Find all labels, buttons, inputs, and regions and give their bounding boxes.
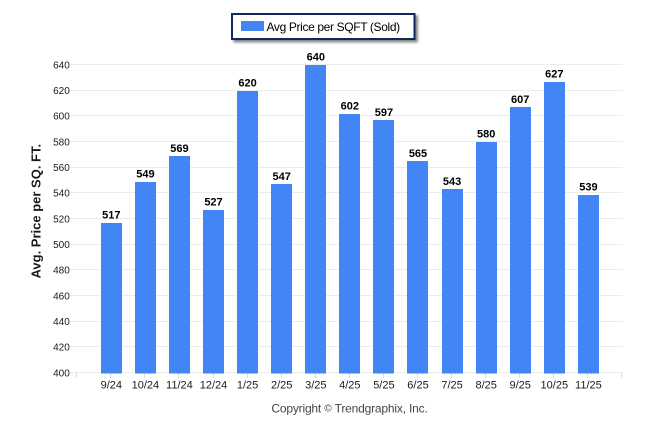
svg-text:565: 565 [409,148,427,160]
svg-text:11/25: 11/25 [575,380,602,392]
svg-text:540: 540 [53,189,70,200]
svg-text:549: 549 [136,169,154,181]
svg-text:7/25: 7/25 [441,380,462,392]
svg-text:600: 600 [53,112,70,123]
svg-text:3/25: 3/25 [305,380,326,392]
svg-text:527: 527 [204,197,222,209]
svg-text:12/24: 12/24 [200,380,228,392]
svg-text:440: 440 [53,317,70,328]
svg-text:5/25: 5/25 [373,380,394,392]
svg-text:640: 640 [307,52,325,64]
svg-text:627: 627 [545,68,563,80]
svg-text:620: 620 [238,77,256,89]
svg-text:9/25: 9/25 [509,380,530,392]
svg-text:560: 560 [53,163,70,174]
svg-text:2/25: 2/25 [271,380,292,392]
svg-text:597: 597 [375,107,393,119]
svg-text:520: 520 [53,214,70,225]
svg-text:4/25: 4/25 [339,380,360,392]
svg-text:460: 460 [53,291,70,302]
svg-text:6/25: 6/25 [407,380,428,392]
svg-text:569: 569 [170,143,188,155]
svg-text:480: 480 [53,266,70,277]
svg-text:Copyright © Trendgraphix, Inc.: Copyright © Trendgraphix, Inc. [271,402,427,416]
svg-text:400: 400 [53,368,70,379]
svg-text:11/24: 11/24 [166,380,193,392]
svg-text:640: 640 [53,60,70,71]
svg-text:Avg. Price per SQ. FT.: Avg. Price per SQ. FT. [29,144,44,279]
svg-text:10/24: 10/24 [132,380,160,392]
svg-text:10/25: 10/25 [541,380,569,392]
svg-text:1/25: 1/25 [237,380,258,392]
svg-text:517: 517 [102,210,120,222]
svg-text:9/24: 9/24 [101,380,122,392]
svg-text:607: 607 [511,94,529,106]
svg-text:8/25: 8/25 [475,380,496,392]
svg-text:543: 543 [443,176,461,188]
svg-text:580: 580 [53,137,70,148]
svg-text:580: 580 [477,129,495,141]
svg-text:620: 620 [53,86,70,97]
svg-text:420: 420 [53,343,70,354]
svg-text:602: 602 [341,101,359,113]
svg-text:547: 547 [273,171,291,183]
svg-text:539: 539 [579,181,597,193]
svg-text:Avg Price per SQFT (Sold): Avg Price per SQFT (Sold) [267,20,401,34]
svg-text:500: 500 [53,240,70,251]
